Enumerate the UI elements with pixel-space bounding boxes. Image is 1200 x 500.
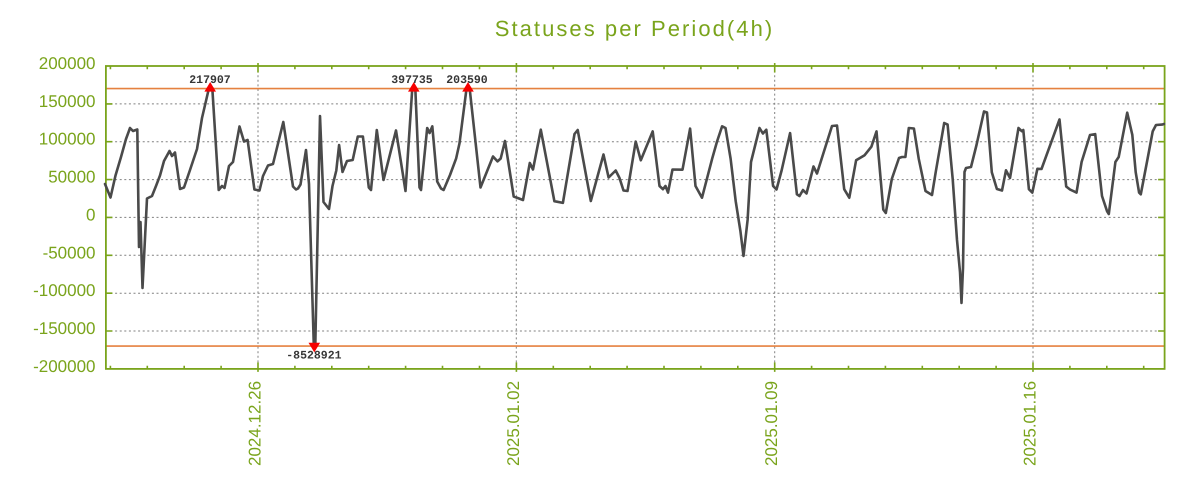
- svg-text:100000: 100000: [39, 130, 96, 149]
- svg-text:2024.12.26: 2024.12.26: [246, 381, 265, 466]
- svg-text:2025.01.09: 2025.01.09: [762, 381, 781, 466]
- svg-text:200000: 200000: [39, 54, 96, 73]
- svg-text:-100000: -100000: [33, 281, 95, 300]
- svg-text:2025.01.16: 2025.01.16: [1021, 381, 1040, 466]
- svg-text:50000: 50000: [48, 168, 95, 187]
- svg-text:-8528921: -8528921: [286, 350, 341, 363]
- svg-text:397735: 397735: [391, 74, 433, 87]
- svg-text:2025.01.02: 2025.01.02: [504, 381, 523, 466]
- svg-text:150000: 150000: [39, 92, 96, 111]
- svg-text:-200000: -200000: [33, 357, 95, 376]
- svg-text:Statuses per Period(4h): Statuses per Period(4h): [495, 16, 775, 41]
- svg-text:-150000: -150000: [33, 319, 95, 338]
- svg-text:0: 0: [86, 205, 95, 224]
- svg-text:217907: 217907: [189, 74, 231, 87]
- svg-text:203590: 203590: [446, 74, 488, 87]
- svg-text:-50000: -50000: [43, 243, 96, 262]
